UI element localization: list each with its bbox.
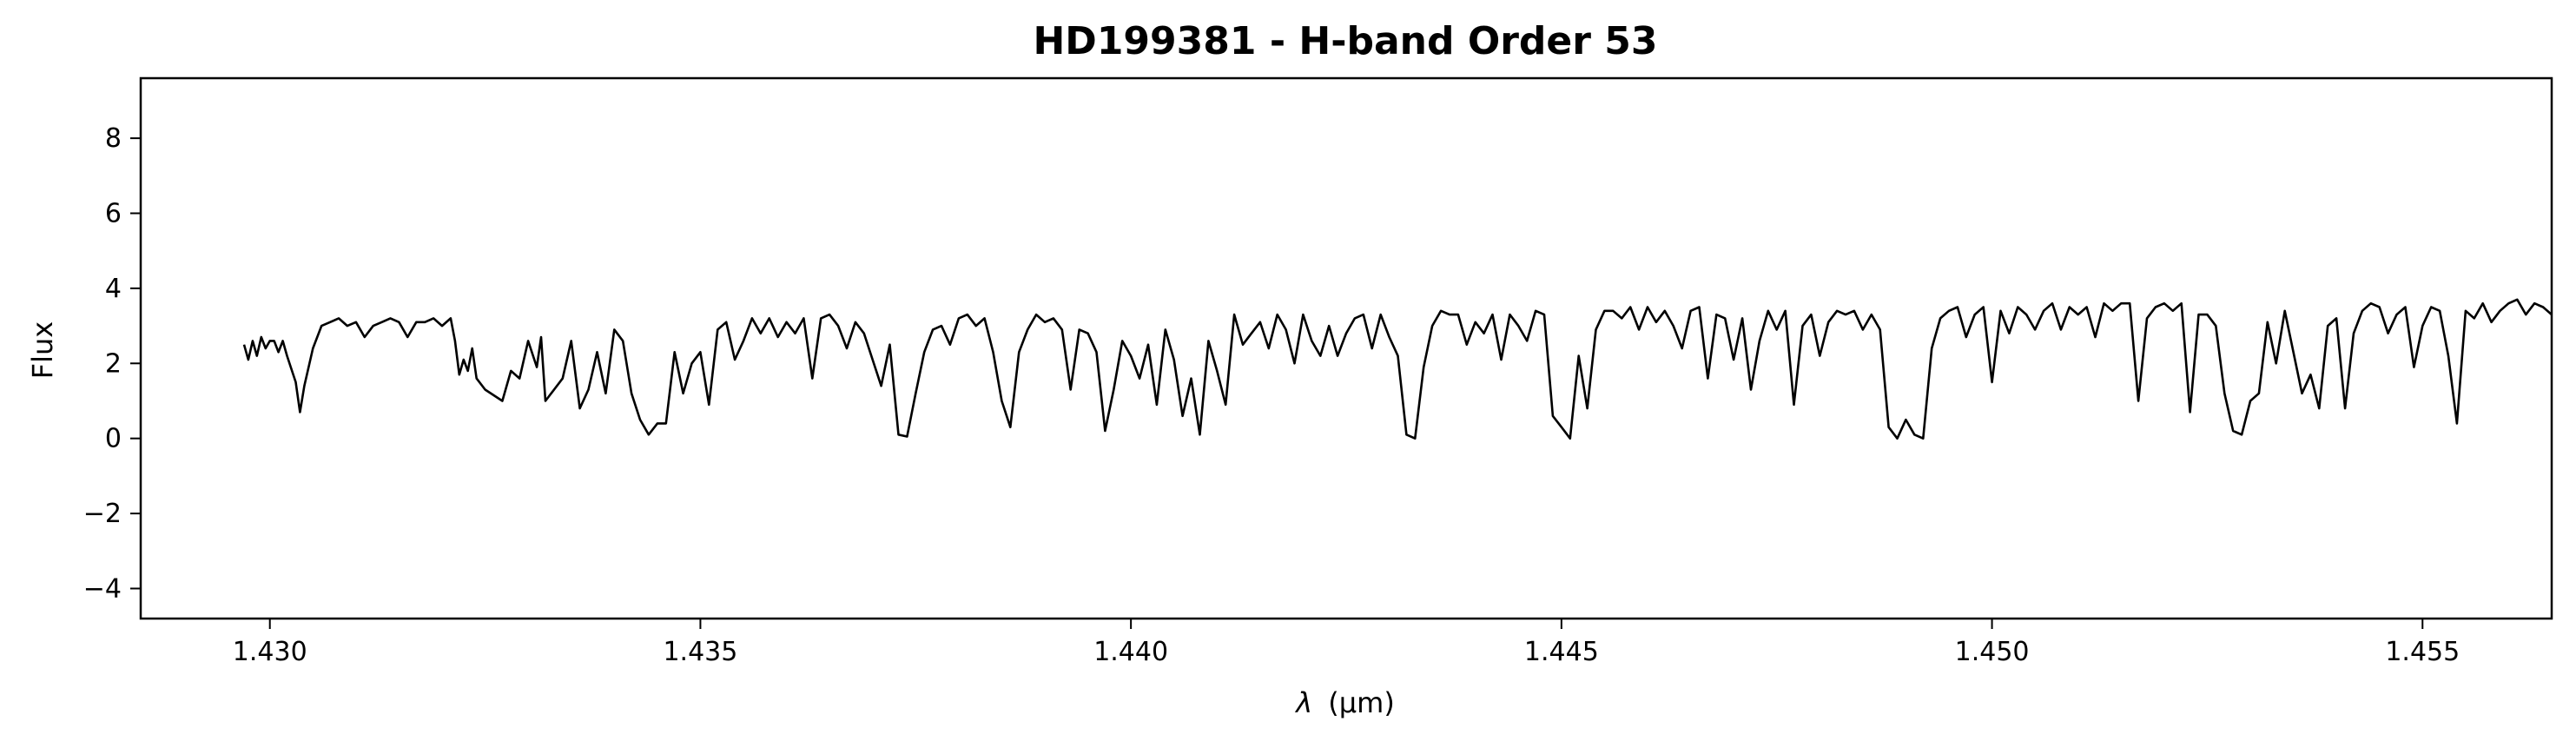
x-axis-label: λ (μm) (1294, 686, 1395, 719)
y-tick-label: 8 (105, 123, 122, 154)
x-axis-label-unit: (μm) (1328, 686, 1395, 719)
plot-area-frame (139, 76, 2553, 620)
y-tick-label: 2 (105, 348, 122, 379)
y-axis-label: Flux (26, 321, 59, 380)
y-tick-label: 6 (105, 199, 122, 229)
spectrum-line-0 (242, 298, 2553, 440)
x-tick-label: 1.430 (233, 637, 307, 667)
x-tick-label: 1.440 (1093, 637, 1168, 667)
x-tick-label: 1.450 (1955, 637, 2030, 667)
x-tick-label: 1.445 (1524, 637, 1599, 667)
y-axis-ticks: −4 −2 0 2 4 6 8 (83, 123, 141, 604)
chart-title: HD199381 - H-band Order 53 (1033, 19, 1657, 63)
x-tick-label: 1.435 (663, 637, 737, 667)
x-axis-ticks: 1.430 1.435 1.440 1.445 1.450 1.455 (233, 619, 2460, 667)
y-tick-label: −4 (83, 573, 122, 604)
x-tick-label: 1.455 (2385, 637, 2460, 667)
spectrum-series (242, 298, 2553, 440)
y-tick-label: 0 (105, 424, 122, 454)
y-tick-label: 4 (105, 274, 122, 304)
x-axis-label-symbol: λ (1294, 686, 1312, 719)
y-tick-label: −2 (83, 499, 122, 529)
